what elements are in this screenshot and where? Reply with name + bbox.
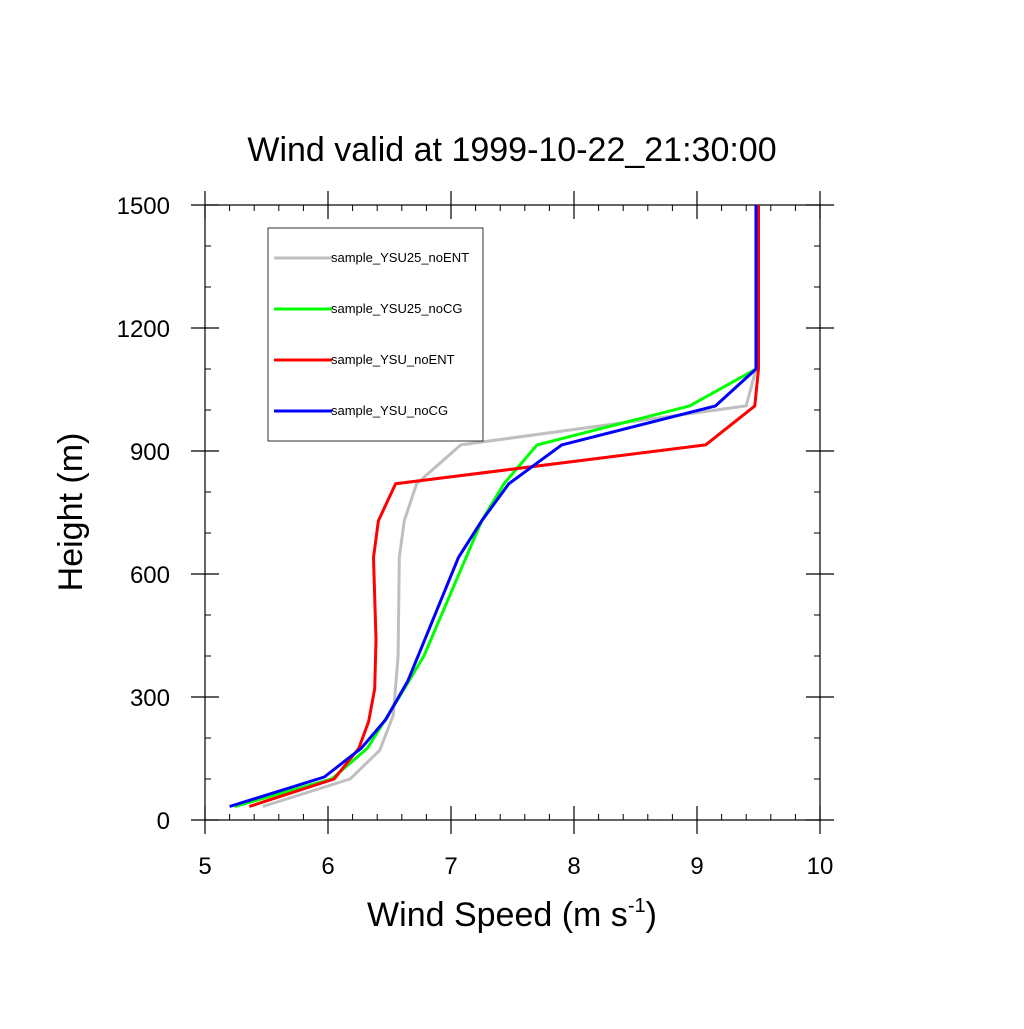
x-tick-label: 8 [567,853,580,880]
series-line-sample_YSU25_noENT [262,205,758,808]
x-axis-title: Wind Speed (m s-1) [367,895,657,934]
x-tick-label: 6 [321,853,334,880]
y-tick-label: 600 [130,562,170,589]
y-tick-label: 0 [157,808,170,835]
legend: sample_YSU25_noENT sample_YSU25_noCGsampl… [267,227,484,442]
legend-label-sample_YSU_noENT: sample_YSU_noENT [331,352,455,367]
x-axis-title-suffix: ) [646,896,657,934]
legend-items: sample_YSU25_noENT sample_YSU25_noCGsampl… [274,250,469,418]
y-tick-label: 1200 [117,316,170,343]
legend-label-sample_YSU25_noCG: sample_YSU25_noCG [331,301,463,316]
x-tick-label: 9 [690,853,703,880]
data-series [229,205,760,808]
legend-box [267,227,484,442]
chart-title: Wind valid at 1999-10-22_21:30:00 [247,131,776,169]
x-axis-title-superscript: -1 [628,895,646,917]
x-tick-label: 10 [807,853,834,880]
x-axis-title-main: Wind Speed (m s [367,896,628,934]
y-tick-label: 300 [130,685,170,712]
legend-label-sample_YSU25_noENT: sample_YSU25_noENT [331,250,469,265]
axis-ticks: 5 6 7 8 9 10 0 300 600 900 1200 1500 [117,191,834,880]
y-axis-title: Height (m) [52,433,90,592]
y-tick-label: 1500 [117,193,170,220]
x-tick-label: 7 [444,853,457,880]
series-line-sample_YSU_noCG [229,205,758,808]
y-tick-label: 900 [130,439,170,466]
plot-area-frame [204,204,821,821]
legend-label-sample_YSU_noCG: sample_YSU_noCG [331,403,448,418]
x-tick-label: 5 [198,853,211,880]
